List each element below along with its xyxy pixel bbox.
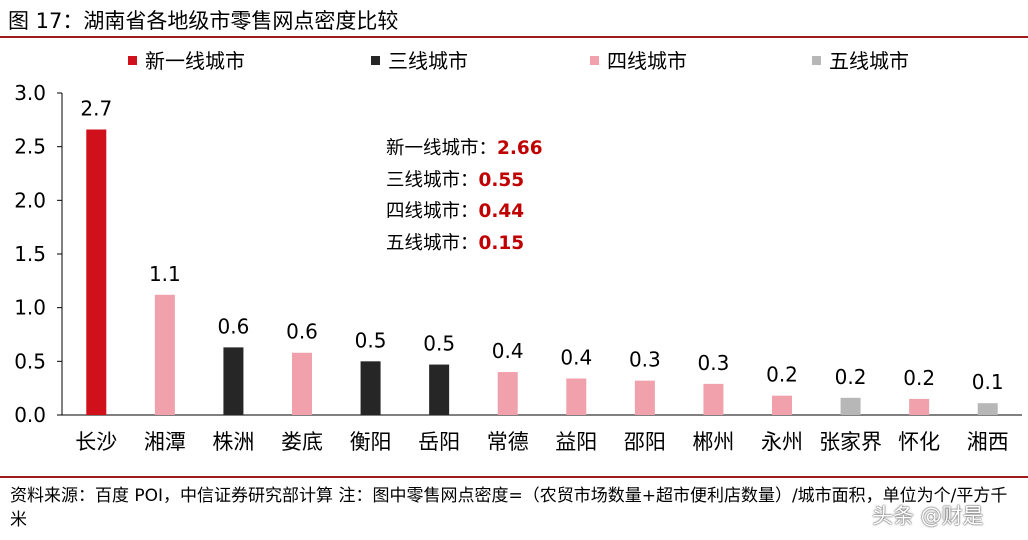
bar — [634, 380, 655, 415]
data-label: 0.3 — [698, 351, 730, 375]
bar — [840, 397, 861, 415]
summary-label: 五线城市： — [386, 233, 479, 254]
bar — [977, 403, 998, 415]
y-tick-label: 1.0 — [14, 296, 46, 320]
bar — [292, 352, 312, 415]
summary-line-tier5: 五线城市：0.15 — [386, 233, 524, 255]
legend-label: 四线城市 — [607, 49, 687, 73]
data-label: 2.7 — [80, 96, 112, 120]
summary-label: 三线城市： — [386, 170, 479, 191]
summary-value: 0.44 — [478, 201, 525, 222]
data-label: 0.5 — [423, 332, 455, 356]
watermark: 头条 @财是 — [872, 504, 984, 528]
legend-swatch — [128, 56, 137, 65]
summary-value: 2.66 — [497, 138, 543, 159]
legend-item-tier4: 四线城市 — [590, 50, 687, 72]
bar — [772, 395, 792, 415]
x-tick-label: 常德 — [487, 430, 529, 454]
summary-value: 0.55 — [478, 170, 525, 191]
data-label: 0.1 — [972, 370, 1004, 394]
data-label: 0.2 — [835, 365, 867, 389]
legend-swatch — [812, 56, 821, 65]
chart-title: 图 17：湖南省各地级市零售网点密度比较 — [8, 9, 399, 33]
bar — [86, 129, 107, 415]
source-rule — [0, 476, 1028, 478]
summary-value: 0.15 — [478, 233, 525, 254]
x-tick-label: 益阳 — [555, 430, 597, 454]
data-label: 0.4 — [492, 339, 524, 363]
bar — [497, 372, 518, 415]
x-tick-label: 邵阳 — [624, 430, 666, 454]
summary-label: 新一线城市： — [386, 138, 498, 159]
x-tick-label: 永州 — [761, 430, 803, 454]
data-label: 0.2 — [903, 366, 935, 390]
x-tick-label: 岳阳 — [418, 430, 460, 454]
legend-label: 三线城市 — [388, 49, 468, 73]
bar-chart: 0.0 0.5 1.0 1.5 2.0 2.5 3.0 2.7 长沙 1.1 湘潭 0.6 株洲 0.6 娄… — [14, 81, 1022, 454]
x-tick-label: 湘潭 — [144, 430, 186, 454]
x-tick-label: 娄底 — [281, 430, 323, 454]
bar — [429, 364, 450, 415]
y-tick-label: 0.5 — [14, 349, 46, 373]
summary-line-tier4: 四线城市：0.44 — [386, 201, 524, 223]
x-tick-label: 张家界 — [819, 430, 882, 454]
data-label: 0.3 — [629, 348, 661, 372]
legend-item-tier3: 三线城市 — [371, 50, 468, 72]
data-label: 1.1 — [149, 262, 181, 286]
bar — [360, 361, 381, 415]
data-label: 0.2 — [766, 363, 798, 387]
summary-label: 四线城市： — [386, 201, 479, 222]
legend-swatch — [371, 56, 380, 65]
bar — [566, 378, 587, 415]
x-tick-label: 湘西 — [967, 430, 1009, 454]
data-label: 0.6 — [218, 314, 250, 338]
legend-label: 五线城市 — [829, 49, 909, 73]
source-note: 资料来源：百度 POI，中信证券研究部计算 注：图中零售网点密度=（农贸市场数量… — [10, 486, 1008, 530]
data-label: 0.6 — [286, 320, 318, 344]
y-tick-label: 3.0 — [14, 81, 46, 105]
data-label: 0.5 — [355, 328, 387, 352]
title-rule — [0, 36, 1028, 38]
x-tick-label: 衡阳 — [350, 430, 392, 454]
summary-line-tier1: 新一线城市：2.66 — [386, 138, 543, 160]
y-tick-label: 2.5 — [14, 135, 46, 159]
y-tick-label: 1.5 — [14, 242, 46, 266]
bar — [154, 294, 175, 415]
legend-item-tier5: 五线城市 — [812, 50, 909, 72]
legend-item-tier1: 新一线城市 — [128, 50, 245, 72]
y-tick-label: 0.0 — [14, 403, 46, 427]
x-tick-label: 郴州 — [692, 430, 734, 454]
x-tick-label: 长沙 — [75, 430, 117, 454]
summary-line-tier3: 三线城市：0.55 — [386, 170, 524, 192]
legend-label: 新一线城市 — [145, 49, 245, 73]
data-label: 0.4 — [560, 346, 592, 370]
y-tick-label: 2.0 — [14, 188, 46, 212]
bar — [909, 398, 930, 415]
x-tick-label: 株洲 — [212, 430, 254, 454]
bar — [223, 347, 244, 415]
x-tick-label: 怀化 — [898, 430, 940, 454]
legend-swatch — [590, 56, 599, 65]
bar — [703, 383, 724, 415]
